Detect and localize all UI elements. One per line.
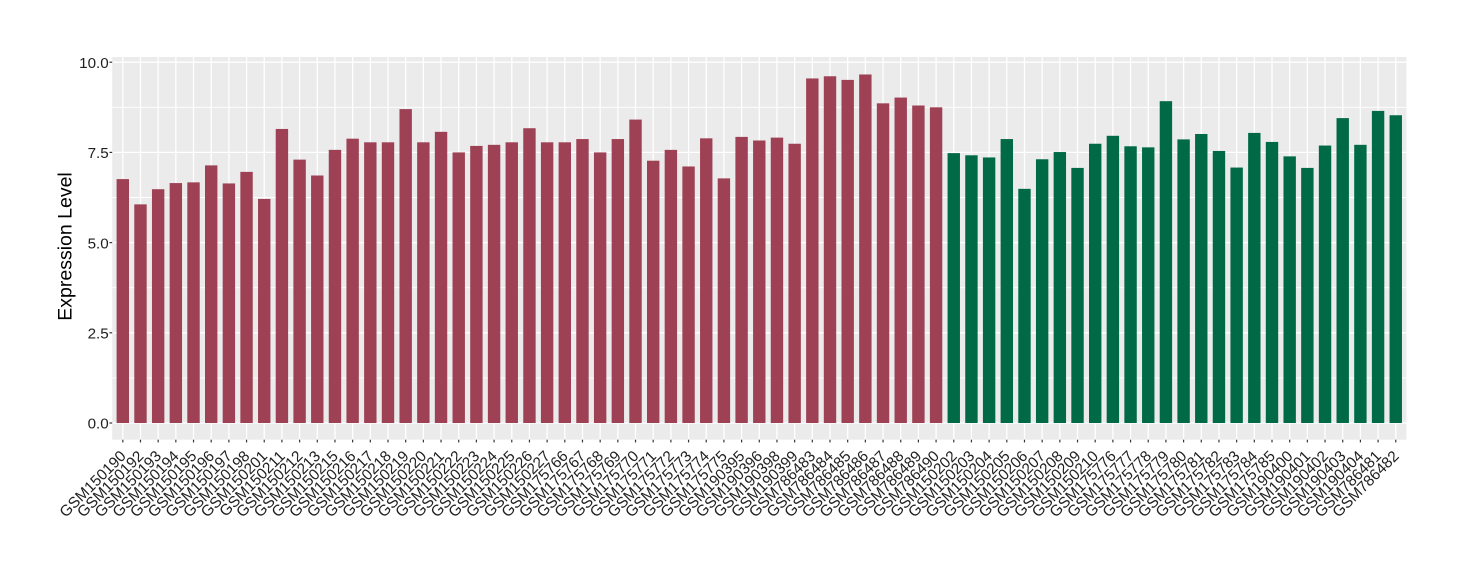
svg-text:7.5: 7.5: [88, 145, 109, 162]
svg-text:10.0: 10.0: [79, 55, 109, 72]
svg-text:Expression Level: Expression Level: [54, 172, 76, 321]
svg-text:0.0: 0.0: [88, 416, 109, 433]
svg-text:5.0: 5.0: [88, 235, 109, 252]
svg-text:2.5: 2.5: [88, 326, 109, 343]
